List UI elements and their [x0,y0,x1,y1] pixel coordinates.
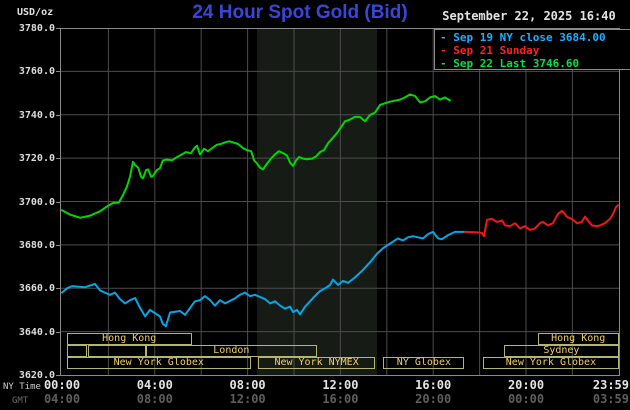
legend-item: - Sep 19 NY close 3684.00 [440,31,606,44]
x-axis-tick-label: 20:00 [415,392,452,406]
y-axis-tick-label: 3680.0 [18,239,55,251]
x-axis-tick-label: 16:00 [322,392,359,406]
session-box: Hong Kong [537,333,619,345]
y-axis-tick [56,114,60,116]
y-axis-tick [56,244,60,246]
y-axis-tick-label: 3620.0 [18,370,55,381]
y-axis-tick-label: 3740.0 [18,109,55,121]
session-box-label: London [213,345,250,356]
session-box: Sydney [504,345,619,357]
x-axis-tick-label: 04:00 [43,392,81,406]
session-box: New York NYMEX [258,357,376,369]
market-session-boxes: Hong Kong Hong Kong London Sydney New York G… [61,29,619,375]
x-axis-tick-label: 04:00 [136,378,173,392]
session-box: NY Globex [383,357,465,369]
y-axis-tick [56,71,60,73]
x-axis-tick-label: 23:59 [592,378,629,392]
plot-area: Hong Kong Hong Kong London Sydney New York G… [60,28,620,376]
session-box-label: NY Globex [396,357,451,368]
x-axis-tick-label: 12:00 [229,392,266,406]
y-axis-tick-label: 3700.0 [18,196,55,208]
series-line-sep19 [61,230,466,328]
y-axis-tick [56,201,60,203]
x-axis-tick-label: 08:00 [136,392,173,406]
y-axis-tick-label: 3720.0 [18,153,55,165]
y-axis-tick-label: 3660.0 [18,283,55,295]
session-box: London [145,345,318,357]
x-axis-tick-label: 03:59 [592,392,629,406]
chart-datetime: September 22, 2025 16:40 [442,9,616,23]
y-axis-unit-label: USD/oz [17,7,54,18]
y-axis-tick [56,158,60,160]
y-axis-tick-label: 3640.0 [18,326,55,338]
legend-item: - Sep 22 Last 3746.60 [440,57,580,70]
x-axis-tick-label: 00:00 [507,392,545,406]
session-box [66,345,88,357]
grid-lines [61,29,619,375]
y-axis-tick-label: 3760.0 [18,66,55,78]
session-box-label: New York Globex [113,357,204,368]
series-line-sep21 [464,204,619,238]
x-axis-tick-label: 08:00 [229,378,266,392]
session-box-label: Hong Kong [551,333,606,344]
legend-item: - Sep 21 Sunday [440,44,540,57]
session-box: New York Globex [66,357,251,369]
y-axis-tick [56,375,60,376]
session-box: Hong Kong [66,333,192,345]
session-box-label: Sydney [543,345,580,356]
price-series-lines [61,93,619,328]
y-axis-tick-label: 3780.0 [18,23,55,34]
page-title: 24 Hour Spot Gold (Bid) [192,2,408,23]
ny-time-axis-caption: NY Time [3,382,41,392]
session-box-label: Hong Kong [102,333,157,344]
x-axis-tick-label: 00:00 [43,378,81,392]
x-axis-tick-label: 12:00 [322,378,359,392]
legend-box: - Sep 19 NY close 3684.00- Sep 21 Sunday… [434,29,630,70]
session-box: New York Globex [483,357,619,369]
x-axis-tick-label: 16:00 [415,378,452,392]
session-box [87,345,146,357]
y-axis-tick [56,331,60,333]
series-line-sep22 [61,93,451,219]
session-box-label: New York NYMEX [274,357,359,368]
session-box-label: New York Globex [505,357,597,368]
y-axis-tick [56,28,60,29]
y-axis-tick [56,288,60,290]
x-axis-tick-label: 20:00 [507,378,545,392]
gmt-axis-caption: GMT [12,396,29,406]
